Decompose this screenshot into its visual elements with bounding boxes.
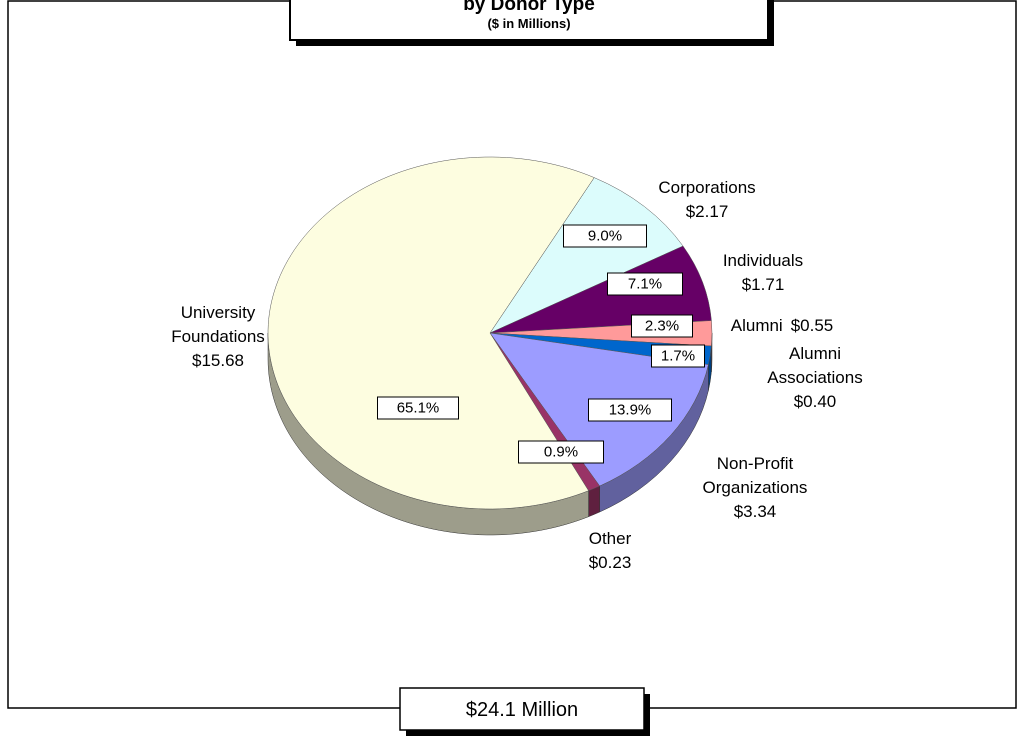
category-label-group: Individuals $1.71 <box>723 249 803 297</box>
category-label-group: Other $0.23 <box>589 527 632 575</box>
amount-label: $2.17 <box>685 202 729 221</box>
category-label: University Foundations <box>171 303 265 346</box>
slice-side <box>588 485 600 518</box>
amount-label: $0.40 <box>793 392 837 411</box>
category-label: Non-Profit Organizations <box>702 454 808 497</box>
category-label-group: Non-Profit Organizations $3.34 <box>680 452 830 524</box>
value-label: 9.0% <box>563 224 647 248</box>
amount-label: $15.68 <box>192 351 244 370</box>
chart-title: by Donor Type <box>463 0 595 15</box>
category-label: Alumni <box>730 316 783 335</box>
amount-label: $0.55 <box>790 316 834 335</box>
amount-label: $3.34 <box>733 502 777 521</box>
pie <box>267 156 713 536</box>
total-box <box>399 687 645 731</box>
value-label: 7.1% <box>607 272 683 296</box>
category-label-group: Alumni Associations $0.40 <box>740 342 890 414</box>
amount-label: $1.71 <box>741 275 785 294</box>
title-box <box>289 0 769 41</box>
total-label: $24.1 Million <box>466 699 578 721</box>
category-label-group: University Foundations $15.68 <box>143 301 293 373</box>
category-label: Individuals <box>722 251 804 270</box>
amount-label: $0.23 <box>588 553 632 572</box>
category-label: Corporations <box>658 178 756 197</box>
category-label-group: Corporations $2.17 <box>658 176 755 224</box>
slice <box>489 177 684 334</box>
slice <box>267 156 595 510</box>
value-label: 2.3% <box>631 314 693 338</box>
category-label: Alumni Associations <box>767 344 863 387</box>
category-label: Other <box>588 529 632 548</box>
chart-subtitle: ($ in Millions) <box>487 16 571 31</box>
value-label: 13.9% <box>588 398 672 422</box>
value-label: 0.9% <box>518 440 604 464</box>
value-label: 1.7% <box>651 344 705 368</box>
category-label-group: Alumni $0.55 <box>731 314 834 338</box>
value-label: 65.1% <box>377 396 459 420</box>
